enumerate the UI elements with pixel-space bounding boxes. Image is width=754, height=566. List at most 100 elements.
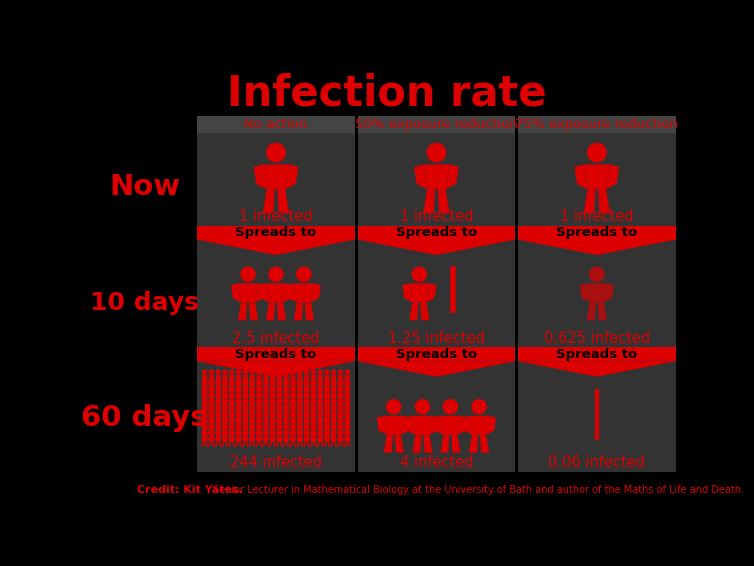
Polygon shape: [277, 375, 282, 379]
Polygon shape: [256, 438, 262, 442]
Polygon shape: [209, 387, 214, 392]
Circle shape: [257, 414, 261, 418]
Circle shape: [332, 376, 336, 380]
Circle shape: [237, 383, 241, 387]
Circle shape: [305, 396, 308, 399]
Circle shape: [291, 421, 295, 424]
Circle shape: [298, 376, 302, 380]
Polygon shape: [243, 375, 248, 379]
Circle shape: [216, 408, 220, 412]
Circle shape: [223, 421, 227, 424]
Circle shape: [250, 370, 254, 374]
Circle shape: [223, 402, 227, 405]
Circle shape: [291, 414, 295, 418]
Text: 1 infected: 1 infected: [560, 209, 633, 224]
Polygon shape: [357, 239, 515, 255]
Circle shape: [216, 421, 220, 424]
Circle shape: [210, 383, 213, 387]
Text: 60 days: 60 days: [81, 404, 208, 432]
Circle shape: [269, 267, 283, 281]
Polygon shape: [250, 387, 255, 392]
Circle shape: [230, 427, 234, 431]
Polygon shape: [250, 400, 255, 404]
FancyBboxPatch shape: [357, 226, 515, 239]
Circle shape: [216, 376, 220, 380]
Polygon shape: [229, 406, 234, 410]
Circle shape: [203, 427, 207, 431]
Polygon shape: [575, 164, 587, 189]
Circle shape: [325, 383, 329, 387]
Circle shape: [223, 427, 227, 431]
Polygon shape: [311, 387, 316, 392]
Polygon shape: [256, 381, 262, 385]
Polygon shape: [202, 425, 207, 430]
Polygon shape: [324, 419, 329, 423]
Circle shape: [237, 421, 241, 424]
Polygon shape: [277, 189, 290, 213]
Circle shape: [244, 402, 247, 405]
Circle shape: [345, 421, 349, 424]
Circle shape: [264, 383, 268, 387]
Polygon shape: [216, 381, 221, 385]
Circle shape: [271, 376, 274, 380]
Text: No action: No action: [244, 118, 308, 131]
Circle shape: [277, 427, 281, 431]
Circle shape: [318, 383, 322, 387]
Polygon shape: [297, 413, 302, 417]
Polygon shape: [238, 284, 258, 302]
Circle shape: [210, 421, 213, 424]
Polygon shape: [440, 416, 461, 435]
Polygon shape: [202, 431, 207, 436]
Circle shape: [345, 408, 349, 412]
Polygon shape: [317, 387, 323, 392]
Polygon shape: [304, 394, 309, 398]
Circle shape: [210, 402, 213, 405]
Polygon shape: [304, 438, 309, 442]
Polygon shape: [284, 394, 289, 398]
Polygon shape: [250, 431, 255, 436]
Polygon shape: [304, 406, 309, 410]
Circle shape: [257, 402, 261, 405]
Polygon shape: [518, 361, 676, 377]
Polygon shape: [304, 400, 309, 404]
Polygon shape: [284, 387, 289, 392]
Polygon shape: [243, 431, 248, 436]
FancyBboxPatch shape: [198, 117, 354, 472]
Circle shape: [223, 414, 227, 418]
Text: Spreads to: Spreads to: [396, 348, 477, 361]
Polygon shape: [311, 400, 316, 404]
Polygon shape: [263, 413, 268, 417]
Text: 1 infected: 1 infected: [400, 209, 474, 224]
Polygon shape: [236, 375, 241, 379]
Polygon shape: [338, 394, 343, 398]
Polygon shape: [324, 375, 329, 379]
Text: 244 infected: 244 infected: [230, 454, 322, 470]
Polygon shape: [256, 413, 262, 417]
Polygon shape: [216, 438, 221, 442]
Polygon shape: [277, 400, 282, 404]
Polygon shape: [297, 381, 302, 385]
Circle shape: [318, 389, 322, 393]
Polygon shape: [229, 375, 234, 379]
Polygon shape: [290, 419, 296, 423]
Circle shape: [210, 396, 213, 399]
Circle shape: [237, 402, 241, 405]
Circle shape: [590, 267, 604, 281]
Polygon shape: [317, 400, 323, 404]
Circle shape: [325, 376, 329, 380]
Circle shape: [291, 396, 295, 399]
Polygon shape: [250, 413, 255, 417]
Circle shape: [339, 370, 342, 374]
Circle shape: [230, 383, 234, 387]
Polygon shape: [304, 375, 309, 379]
Circle shape: [284, 389, 288, 393]
Polygon shape: [283, 284, 293, 302]
Polygon shape: [277, 387, 282, 392]
Circle shape: [339, 376, 342, 380]
Polygon shape: [384, 435, 393, 453]
Polygon shape: [345, 438, 350, 442]
Circle shape: [339, 389, 342, 393]
Circle shape: [291, 370, 295, 374]
Polygon shape: [338, 387, 343, 392]
Circle shape: [318, 370, 322, 374]
